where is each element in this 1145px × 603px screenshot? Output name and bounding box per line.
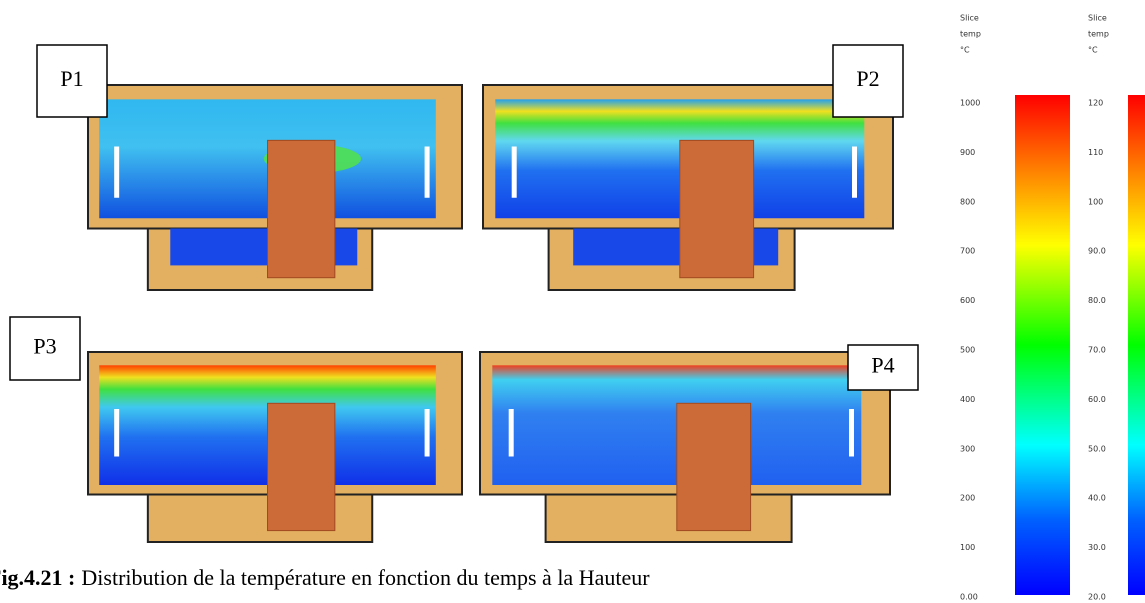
colorbar-tick-label: 80.0 [1088, 296, 1106, 305]
panel-label: P2 [856, 66, 879, 91]
scene: P3 [10, 317, 462, 542]
block [268, 140, 335, 277]
colorbar-tick-label: 70.0 [1088, 346, 1106, 355]
colorbar-tick-label: 50.0 [1088, 444, 1106, 453]
caption-text: Distribution de la température en foncti… [81, 565, 650, 590]
colorbar-tick-label: 20.0 [1088, 593, 1106, 602]
block [268, 403, 335, 530]
colorbar-tick-label: 100 [960, 543, 975, 552]
colorbar-title: temp [960, 30, 981, 39]
panel-label: P3 [33, 334, 56, 359]
colorbar-tick-label: 110 [1088, 148, 1103, 157]
colorbar [1015, 95, 1070, 595]
door-right [425, 147, 430, 198]
colorbar-title: °C [960, 46, 970, 55]
colorbar-tick-label: 0.00 [960, 593, 978, 602]
colorbar-tick-label: 60.0 [1088, 395, 1106, 404]
colorbar-title: Slice [1088, 14, 1107, 23]
platform [546, 495, 792, 543]
door-right [852, 147, 857, 198]
colorbar [1128, 95, 1145, 595]
door-left [509, 409, 514, 457]
colorbar-tick-label: 400 [960, 395, 975, 404]
door-left [512, 147, 517, 198]
caption-number: Fig.4.21 : [0, 565, 75, 590]
panel-label: P1 [60, 66, 83, 91]
scene: P1 [37, 45, 462, 290]
block [677, 403, 751, 530]
figure: P1 P2 P3 P4 Fig.4.21 :Distribution de la te… [0, 0, 1145, 603]
colorbar-tick-label: 600 [960, 296, 975, 305]
colorbar-tick-label: 900 [960, 148, 975, 157]
colorbar-title: Slice [960, 14, 979, 23]
panel-label: P4 [871, 353, 894, 378]
scene: P2 [483, 45, 903, 290]
scene: P4 [480, 345, 918, 542]
colorbar-tick-label: 200 [960, 494, 975, 503]
door-left [114, 147, 119, 198]
colorbar-tick-label: 300 [960, 444, 975, 453]
colorbar-tick-label: 120 [1088, 99, 1103, 108]
colorbar-tick-label: 800 [960, 197, 975, 206]
colorbar-tick-label: 1000 [960, 99, 980, 108]
platform [148, 495, 372, 543]
door-right [425, 409, 430, 457]
caption: Fig.4.21 :Distribution de la température… [0, 565, 650, 590]
block [680, 140, 754, 277]
colorbar-tick-label: 100 [1088, 197, 1103, 206]
colorbar-title: temp [1088, 30, 1109, 39]
colorbar-tick-label: 700 [960, 247, 975, 256]
colorbar-tick-label: 90.0 [1088, 247, 1106, 256]
colorbar-tick-label: 500 [960, 346, 975, 355]
door-right [849, 409, 854, 457]
door-left [114, 409, 119, 457]
colorbar-tick-label: 30.0 [1088, 543, 1106, 552]
colorbar-title: °C [1088, 46, 1098, 55]
colorbar-tick-label: 40.0 [1088, 494, 1106, 503]
